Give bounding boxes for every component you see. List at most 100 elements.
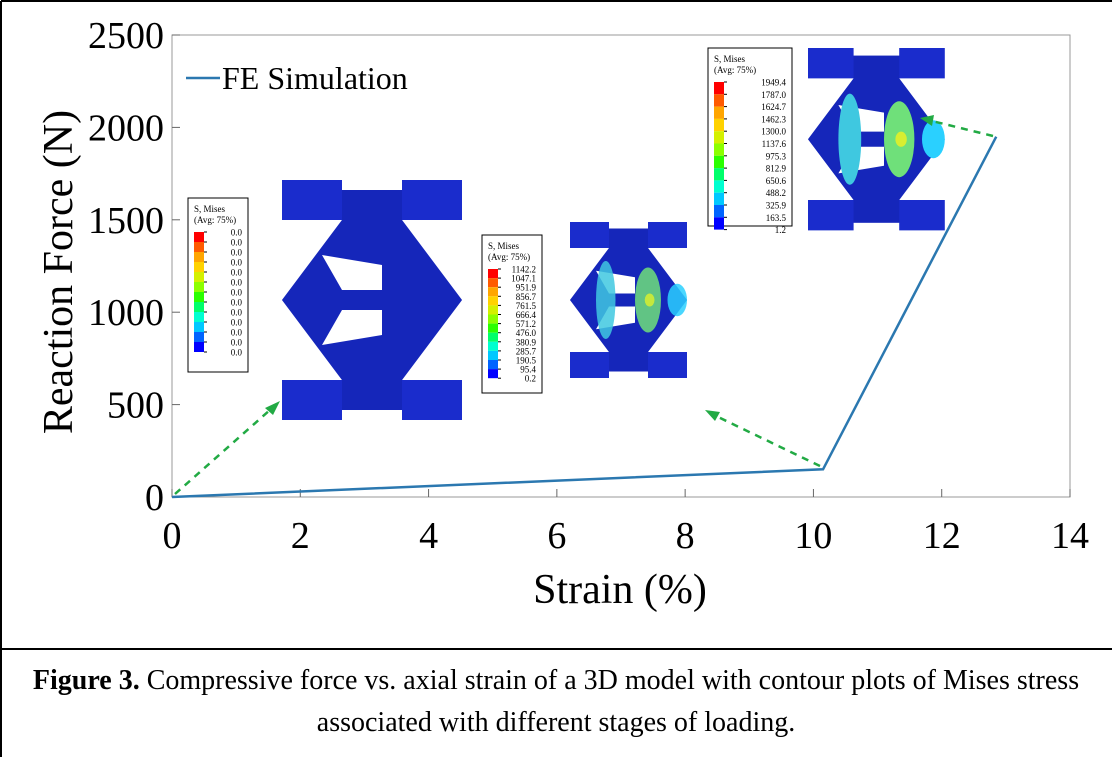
- contour-legend-label: 0.0: [231, 298, 243, 308]
- colorbar-cell: [488, 269, 498, 278]
- caption: Figure 3. Compressive force vs. axial st…: [2, 652, 1110, 755]
- colorbar-cell: [194, 282, 204, 292]
- contour-legend-label: 1949.4: [761, 78, 786, 88]
- colorbar-cell: [194, 342, 204, 352]
- colorbar-cell: [488, 369, 498, 378]
- contour-legend-label: 0.0: [231, 248, 243, 258]
- y-axis-label: Reaction Force (N): [36, 110, 82, 434]
- y-tick-label: 1000: [88, 292, 164, 334]
- contour-legend-label: 1137.6: [762, 139, 787, 149]
- contour-legend-label: 0.0: [231, 278, 243, 288]
- model: [808, 48, 945, 230]
- contour-legend-label: 0.0: [231, 268, 243, 278]
- page: Strain (%) Reaction Force (N) 0 2 4 6 8 10 12 1…: [0, 0, 1112, 757]
- colorbar-cell: [714, 82, 724, 94]
- contour-legend-label: 0.0: [231, 338, 243, 348]
- contour-legend-label: 0.0: [231, 318, 243, 328]
- colorbar-cell: [714, 168, 724, 180]
- colorbar-cell: [194, 272, 204, 282]
- contour-legend-label: 1462.3: [761, 114, 786, 124]
- colorbar-cell: [488, 351, 498, 360]
- colorbar-cell: [194, 292, 204, 302]
- stress-region: [922, 120, 945, 158]
- stress-region: [838, 94, 861, 185]
- colorbar-cell: [714, 107, 724, 119]
- colorbar-cell: [714, 156, 724, 168]
- contour-legend-label: 0.0: [231, 258, 243, 268]
- colorbar-cell: [714, 217, 724, 229]
- caption-label: Figure 3.: [33, 665, 140, 696]
- contour-legend-label: 163.5: [766, 213, 787, 223]
- x-tick-label: 10: [794, 515, 832, 557]
- contour-legend-label: 0.0: [231, 228, 243, 238]
- colorbar-cell: [488, 360, 498, 369]
- model-face: [282, 190, 462, 410]
- colorbar-cell: [714, 180, 724, 192]
- legend-label: FE Simulation: [222, 60, 408, 96]
- colorbar-cell: [194, 302, 204, 312]
- contour-legend-label: 1624.7: [761, 102, 786, 112]
- y-tick-label: 0: [145, 477, 164, 519]
- colorbar-cell: [488, 342, 498, 351]
- colorbar-cell: [488, 278, 498, 287]
- colorbar-cell: [488, 324, 498, 333]
- stress-region: [668, 284, 688, 317]
- colorbar-cell: [714, 131, 724, 143]
- x-tick-label: 0: [163, 515, 182, 557]
- contour-legend-label: 488.2: [766, 188, 786, 198]
- y-tick-label: 2500: [88, 15, 164, 57]
- stress-region: [645, 294, 655, 307]
- x-tick-label: 12: [923, 515, 961, 557]
- contour-legend-title: S, Mises: [194, 204, 226, 214]
- x-tick-label: 6: [547, 515, 566, 557]
- arrow-head: [705, 410, 720, 421]
- contour-legend-label: 325.9: [766, 201, 787, 211]
- contour-legend-label: 0.0: [231, 238, 243, 248]
- colorbar-cell: [194, 332, 204, 342]
- x-axis-label: Strain (%): [533, 567, 707, 613]
- colorbar-cell: [194, 232, 204, 242]
- colorbar-cell: [194, 262, 204, 272]
- colorbar-cell: [714, 144, 724, 156]
- colorbar-cell: [194, 312, 204, 322]
- model: [282, 180, 462, 420]
- colorbar-cell: [488, 296, 498, 305]
- chart: Strain (%) Reaction Force (N) 0 2 4 6 8 10 12 1…: [0, 0, 1112, 757]
- colorbar-cell: [194, 322, 204, 332]
- x-tick-label: 14: [1051, 515, 1089, 557]
- arrow: [175, 410, 270, 494]
- colorbar-cell: [488, 305, 498, 314]
- y-tick-label: 2000: [88, 107, 164, 149]
- y-tick-label: 500: [107, 385, 164, 427]
- colorbar-cell: [194, 252, 204, 262]
- contour-legend-label: 975.3: [766, 151, 787, 161]
- stress-region: [596, 261, 616, 339]
- contour-legend-label: 1.2: [775, 225, 786, 235]
- contour-legend-subtitle: (Avg: 75%): [194, 215, 236, 225]
- stress-region: [895, 132, 906, 147]
- colorbar-cell: [714, 94, 724, 106]
- contour-legend-label: 1787.0: [761, 90, 786, 100]
- contour-legend-subtitle: (Avg: 75%): [488, 252, 530, 262]
- x-tick-label: 8: [676, 515, 695, 557]
- colorbar-cell: [194, 242, 204, 252]
- contour-legend-subtitle: (Avg: 75%): [714, 65, 756, 75]
- contour-legend-label: 0.0: [231, 288, 243, 298]
- contour-legend-title: S, Mises: [488, 241, 520, 251]
- model: [570, 222, 687, 378]
- x-tick-label: 4: [419, 515, 438, 557]
- colorbar-cell: [714, 193, 724, 205]
- contour-legend-title: S, Mises: [714, 54, 746, 64]
- colorbar-cell: [488, 287, 498, 296]
- contour-legend-label: 0.0: [231, 348, 243, 358]
- x-tick-label: 2: [291, 515, 310, 557]
- contour-legend-label: 0.2: [525, 374, 536, 384]
- colorbar-cell: [488, 315, 498, 324]
- contour-legend-label: 0.0: [231, 328, 243, 338]
- model-images: [282, 48, 945, 420]
- arrow: [716, 416, 820, 466]
- colorbar-cell: [714, 119, 724, 131]
- contour-legend-label: 812.9: [766, 164, 787, 174]
- contour-legend-label: 1300.0: [761, 127, 786, 137]
- caption-text: Compressive force vs. axial strain of a …: [147, 665, 1079, 738]
